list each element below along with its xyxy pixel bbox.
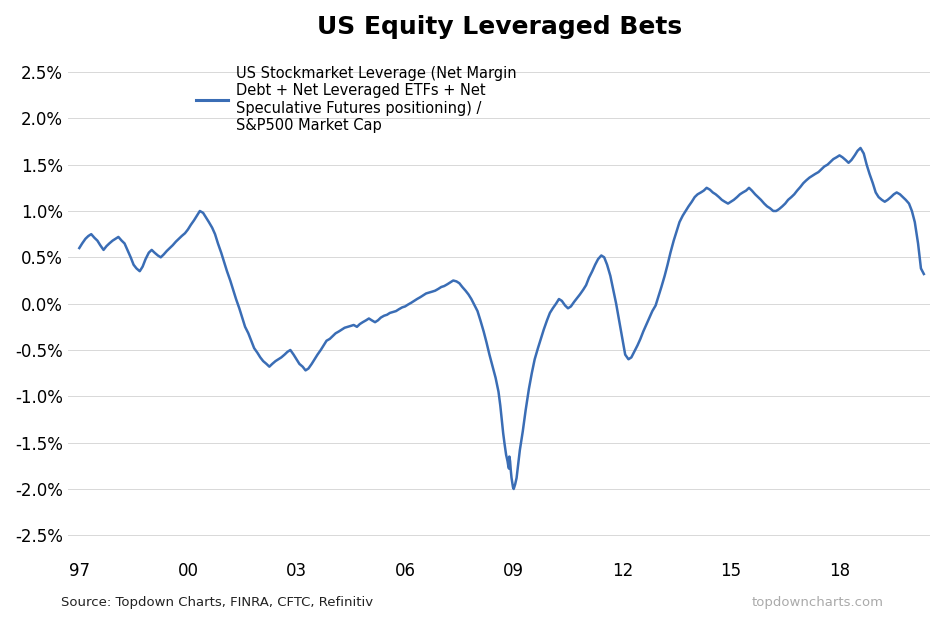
Legend: US Stockmarket Leverage (Net Margin
Debt + Net Leveraged ETFs + Net
Speculative : US Stockmarket Leverage (Net Margin Debt…: [196, 66, 515, 133]
Title: US Equity Leveraged Bets: US Equity Leveraged Bets: [316, 15, 681, 39]
Text: Source: Topdown Charts, FINRA, CFTC, Refinitiv: Source: Topdown Charts, FINRA, CFTC, Ref…: [61, 596, 373, 609]
Text: topdowncharts.com: topdowncharts.com: [750, 596, 883, 609]
